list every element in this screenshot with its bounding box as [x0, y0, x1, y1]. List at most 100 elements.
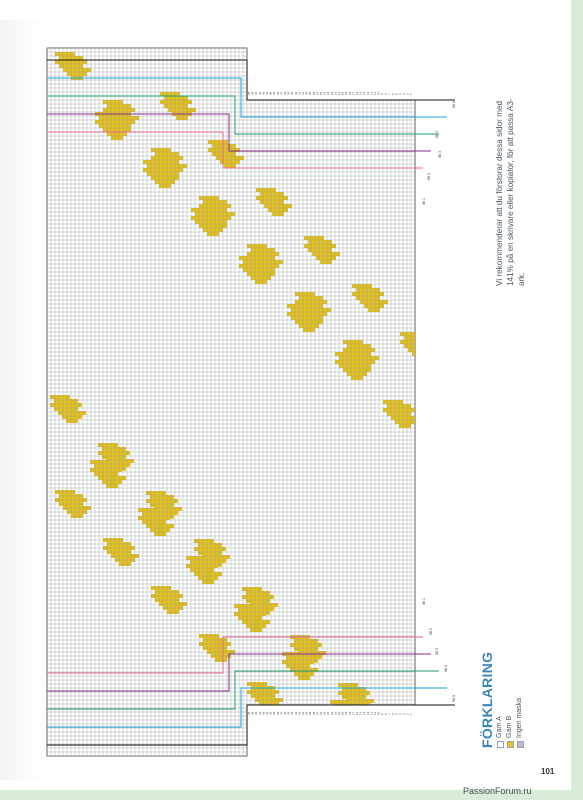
svg-text:34: 34 — [290, 711, 294, 715]
svg-text:28: 28 — [312, 91, 316, 95]
size-label-top-3: Stl 3 — [438, 151, 442, 158]
svg-text:10: 10 — [377, 91, 381, 95]
svg-text:23: 23 — [330, 91, 334, 95]
svg-text:9: 9 — [380, 93, 384, 95]
svg-text:14: 14 — [362, 711, 366, 715]
size-label-bottom-3: Stl 3 — [435, 648, 439, 655]
svg-text:27: 27 — [315, 91, 319, 95]
size-label-top-5: Stl 1 — [422, 198, 426, 205]
svg-text:20: 20 — [341, 711, 345, 715]
row-number-ticks: 46 45 44 43 42 41 40 39 38 37 36 35 34 33 32 31 30 29 28 27… — [247, 91, 413, 715]
svg-text:39: 39 — [272, 91, 276, 95]
legend-item-garn-b: Garn B — [505, 648, 515, 748]
svg-text:33: 33 — [294, 711, 298, 715]
size-label-top-4: Stl 2 — [427, 173, 431, 180]
svg-text:25: 25 — [323, 91, 327, 95]
svg-text:41: 41 — [265, 711, 269, 715]
legend: FÖRKLARING Garn A Garn B Ingen maska — [479, 648, 531, 748]
svg-text:38: 38 — [276, 91, 280, 95]
svg-text:30: 30 — [305, 91, 309, 95]
svg-text:20: 20 — [341, 91, 345, 95]
svg-text:11: 11 — [373, 92, 377, 95]
svg-text:17: 17 — [351, 711, 355, 715]
svg-text:43: 43 — [258, 91, 262, 95]
svg-text:40: 40 — [269, 91, 273, 95]
svg-text:12: 12 — [369, 91, 373, 95]
legend-item-garn-a: Garn A — [495, 648, 505, 748]
svg-text:13: 13 — [366, 711, 370, 715]
size-boundary-line-3 — [47, 95, 439, 710]
svg-text:7: 7 — [387, 93, 391, 95]
svg-text:45: 45 — [251, 711, 255, 715]
svg-text:4: 4 — [398, 93, 402, 95]
svg-text:8: 8 — [384, 93, 388, 95]
svg-text:44: 44 — [254, 711, 258, 715]
svg-text:43: 43 — [258, 711, 262, 715]
legend-item-ingen-maska: Ingen maska — [515, 648, 525, 748]
svg-text:16: 16 — [355, 711, 359, 715]
svg-text:1: 1 — [409, 713, 413, 715]
size-label-top-2: Stl 4 — [435, 131, 439, 138]
svg-text:39: 39 — [272, 711, 276, 715]
svg-text:42: 42 — [261, 711, 265, 715]
svg-text:13: 13 — [366, 91, 370, 95]
svg-text:18: 18 — [348, 711, 352, 715]
size-label-bottom-1: Stl 1 — [422, 598, 426, 605]
svg-text:30: 30 — [305, 711, 309, 715]
svg-text:21: 21 — [337, 711, 341, 715]
legend-title: FÖRKLARING — [479, 651, 495, 748]
svg-text:40: 40 — [269, 711, 273, 715]
svg-text:24: 24 — [326, 91, 330, 95]
size-boundary-line-5 — [47, 131, 423, 674]
svg-text:28: 28 — [312, 711, 316, 715]
legend-content: FÖRKLARING Garn A Garn B Ingen maska — [479, 648, 525, 748]
svg-text:2: 2 — [405, 713, 409, 715]
svg-text:21: 21 — [337, 91, 341, 95]
svg-text:35: 35 — [287, 91, 291, 95]
svg-text:15: 15 — [359, 91, 363, 95]
svg-text:27: 27 — [315, 711, 319, 715]
svg-text:23: 23 — [330, 711, 334, 715]
svg-text:32: 32 — [297, 91, 301, 95]
svg-text:5: 5 — [395, 93, 399, 95]
svg-text:41: 41 — [265, 91, 269, 95]
svg-text:14: 14 — [362, 91, 366, 95]
svg-text:6: 6 — [391, 93, 395, 95]
enlarge-note: Vi rekommenderar att du förstorar dessa … — [494, 96, 526, 286]
svg-text:35: 35 — [287, 711, 291, 715]
svg-text:24: 24 — [326, 711, 330, 715]
enlarge-note-text: Vi rekommenderar att du förstorar dessa … — [495, 98, 526, 286]
svg-text:11: 11 — [373, 712, 377, 715]
svg-text:29: 29 — [308, 711, 312, 715]
legend-label-garn-b: Garn B — [506, 715, 513, 738]
svg-text:32: 32 — [297, 711, 301, 715]
svg-text:5: 5 — [395, 713, 399, 715]
svg-text:26: 26 — [319, 91, 323, 95]
svg-text:19: 19 — [344, 711, 348, 715]
svg-text:36: 36 — [283, 711, 287, 715]
svg-text:17: 17 — [351, 91, 355, 95]
svg-text:22: 22 — [333, 91, 337, 95]
svg-text:6: 6 — [391, 713, 395, 715]
svg-text:3: 3 — [402, 93, 406, 95]
svg-text:3: 3 — [402, 713, 406, 715]
svg-text:37: 37 — [279, 711, 283, 715]
page-edge-shadow — [0, 20, 46, 780]
svg-text:26: 26 — [319, 711, 323, 715]
svg-text:8: 8 — [384, 713, 388, 715]
size-boundary-line-4 — [47, 113, 431, 692]
size-label-top-1: Stl 5 — [452, 101, 456, 108]
svg-text:2: 2 — [405, 93, 409, 95]
svg-text:44: 44 — [254, 91, 258, 95]
svg-text:7: 7 — [387, 713, 391, 715]
garn-b-swatch — [506, 741, 514, 748]
svg-text:37: 37 — [279, 91, 283, 95]
legend-label-ingen-maska: Ingen maska — [516, 697, 523, 738]
svg-text:38: 38 — [276, 711, 280, 715]
size-label-bottom-4: Stl 4 — [444, 665, 448, 672]
size-label-bottom-2: Stl 2 — [429, 628, 433, 635]
svg-text:22: 22 — [333, 711, 337, 715]
svg-text:46: 46 — [247, 711, 251, 715]
svg-text:33: 33 — [294, 91, 298, 95]
